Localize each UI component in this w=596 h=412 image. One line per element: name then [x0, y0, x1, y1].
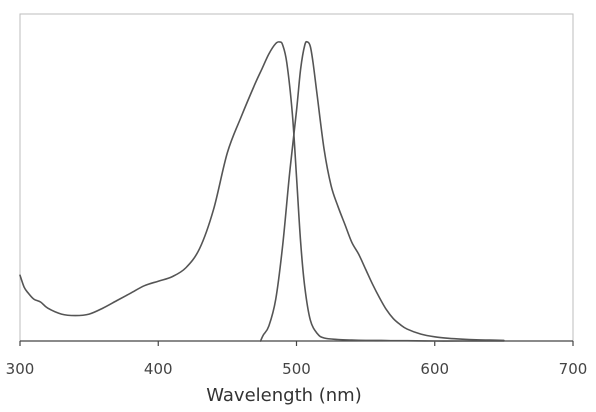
x-tick-labels: 300 400 500 600 700	[6, 360, 588, 378]
x-ticks	[19, 341, 574, 346]
emission-curve	[259, 40, 505, 342]
x-tick-label-500: 500	[282, 360, 311, 378]
x-tick-label-400: 400	[144, 360, 173, 378]
excitation-curve	[19, 41, 505, 342]
x-axis-title: Wavelength (nm)	[206, 385, 362, 406]
x-tick-label-300: 300	[6, 360, 35, 378]
x-tick-label-600: 600	[420, 360, 449, 378]
series-group	[19, 40, 505, 342]
x-tick-label-700: 700	[559, 360, 588, 378]
